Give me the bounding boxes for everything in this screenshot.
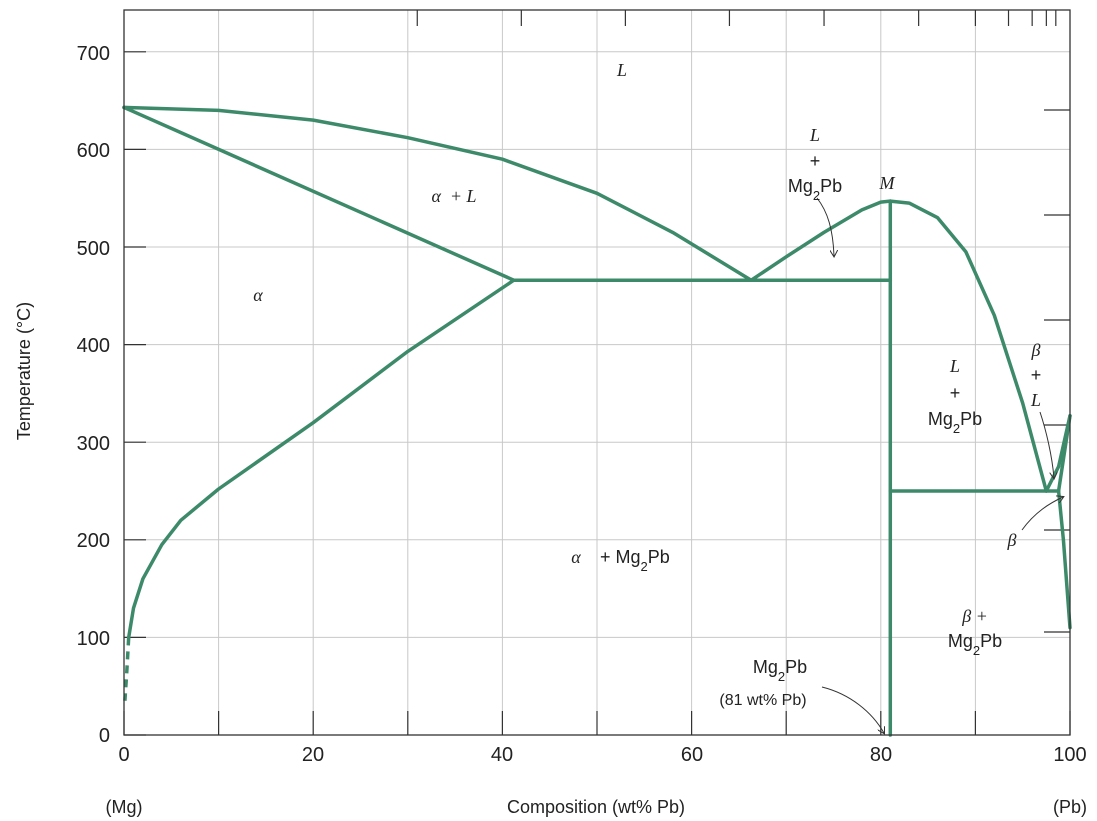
- region-label-l: L: [616, 60, 627, 80]
- y-tick-labels: 0 100 200 300 400 500 600 700: [77, 43, 110, 747]
- y-tick-label: 100: [77, 628, 110, 650]
- y-tick-label: 700: [77, 43, 110, 65]
- arrow-l-mg2pb-top: [816, 197, 834, 256]
- region-label-beta: β: [1007, 530, 1017, 550]
- axis-ticks: [123, 10, 1071, 736]
- x-tick-label: 0: [118, 744, 129, 766]
- compound-composition-label: (81 wt% Pb): [719, 692, 806, 709]
- y-tick-label: 200: [77, 530, 110, 552]
- region-label-alpha: α: [253, 285, 263, 305]
- phase-boundary-solvus-alpha: [126, 278, 516, 640]
- x-tick-label: 80: [870, 744, 892, 766]
- region-label-l-mg2pb-top-plus: +: [810, 151, 821, 171]
- region-label-alpha-mg2pb: α: [571, 547, 581, 567]
- arrow-beta: [1021, 497, 1063, 531]
- arrow-mg2pb-compound: [821, 686, 884, 733]
- phase-boundary-liquidus-mg: [122, 105, 753, 282]
- phase-boundary-solidus-alpha: [122, 105, 516, 282]
- phase-boundaries: [122, 105, 1072, 737]
- grid: [124, 10, 1070, 735]
- region-label-alpha-l: α + L: [431, 186, 476, 206]
- region-label-beta-l-l: L: [1030, 390, 1041, 410]
- x-tick-labels: 0 20 40 60 80 100: [118, 744, 1086, 766]
- x-tick-label: 60: [681, 744, 703, 766]
- phase-boundary-liquidus-pb: [1044, 414, 1072, 493]
- region-label-l-mg2pb-top: L: [809, 125, 820, 145]
- x-tick-label: 20: [302, 744, 324, 766]
- phase-boundary-liquidus-compound-left: [749, 199, 893, 282]
- region-labels: L α + L L + Mg2Pb M α L + Mg2Pb β + L α …: [253, 60, 1041, 709]
- region-label-l-mg2pb-right: L: [949, 356, 960, 376]
- region-label-l-mg2pb-top-compound: Mg2Pb: [788, 176, 842, 203]
- plot-border: [123, 9, 1071, 736]
- x-tick-label: 40: [491, 744, 513, 766]
- region-label-m: M: [879, 173, 896, 193]
- x-axis-end-left: (Mg): [106, 797, 143, 817]
- region-label-beta-mg2pb: β +: [961, 606, 988, 626]
- phase-boundary-solvus-beta: [1056, 489, 1072, 630]
- annotation-arrows: [816, 197, 1063, 733]
- arrow-beta-l: [1039, 411, 1054, 478]
- phase-boundary-solidus-beta: [1056, 414, 1072, 493]
- y-tick-label: 400: [77, 335, 110, 357]
- region-label-l-mg2pb-right-compound: Mg2Pb: [928, 409, 982, 436]
- x-axis-title: Composition (wt% Pb): [507, 797, 685, 817]
- y-axis-title: Temperature (°C): [14, 302, 34, 440]
- y-tick-label: 300: [77, 433, 110, 455]
- phase-boundary-solvus-alpha-low: [123, 637, 131, 701]
- y-tick-label: 600: [77, 140, 110, 162]
- plot-frame: [123, 9, 1071, 736]
- x-axis-end-right: (Pb): [1053, 797, 1087, 817]
- x-tick-label: 100: [1053, 744, 1086, 766]
- compound-label: Mg2Pb: [753, 657, 807, 684]
- region-label-beta-l: β: [1031, 340, 1041, 360]
- region-label-alpha-mg2pb-compound: + Mg2Pb: [600, 547, 670, 574]
- y-tick-label: 0: [99, 725, 110, 747]
- region-label-beta-l-plus: +: [1031, 365, 1042, 385]
- y-tick-label: 500: [77, 238, 110, 260]
- region-label-l-mg2pb-right-plus: +: [950, 383, 961, 403]
- phase-boundary-liquidus-compound-right: [888, 199, 1049, 493]
